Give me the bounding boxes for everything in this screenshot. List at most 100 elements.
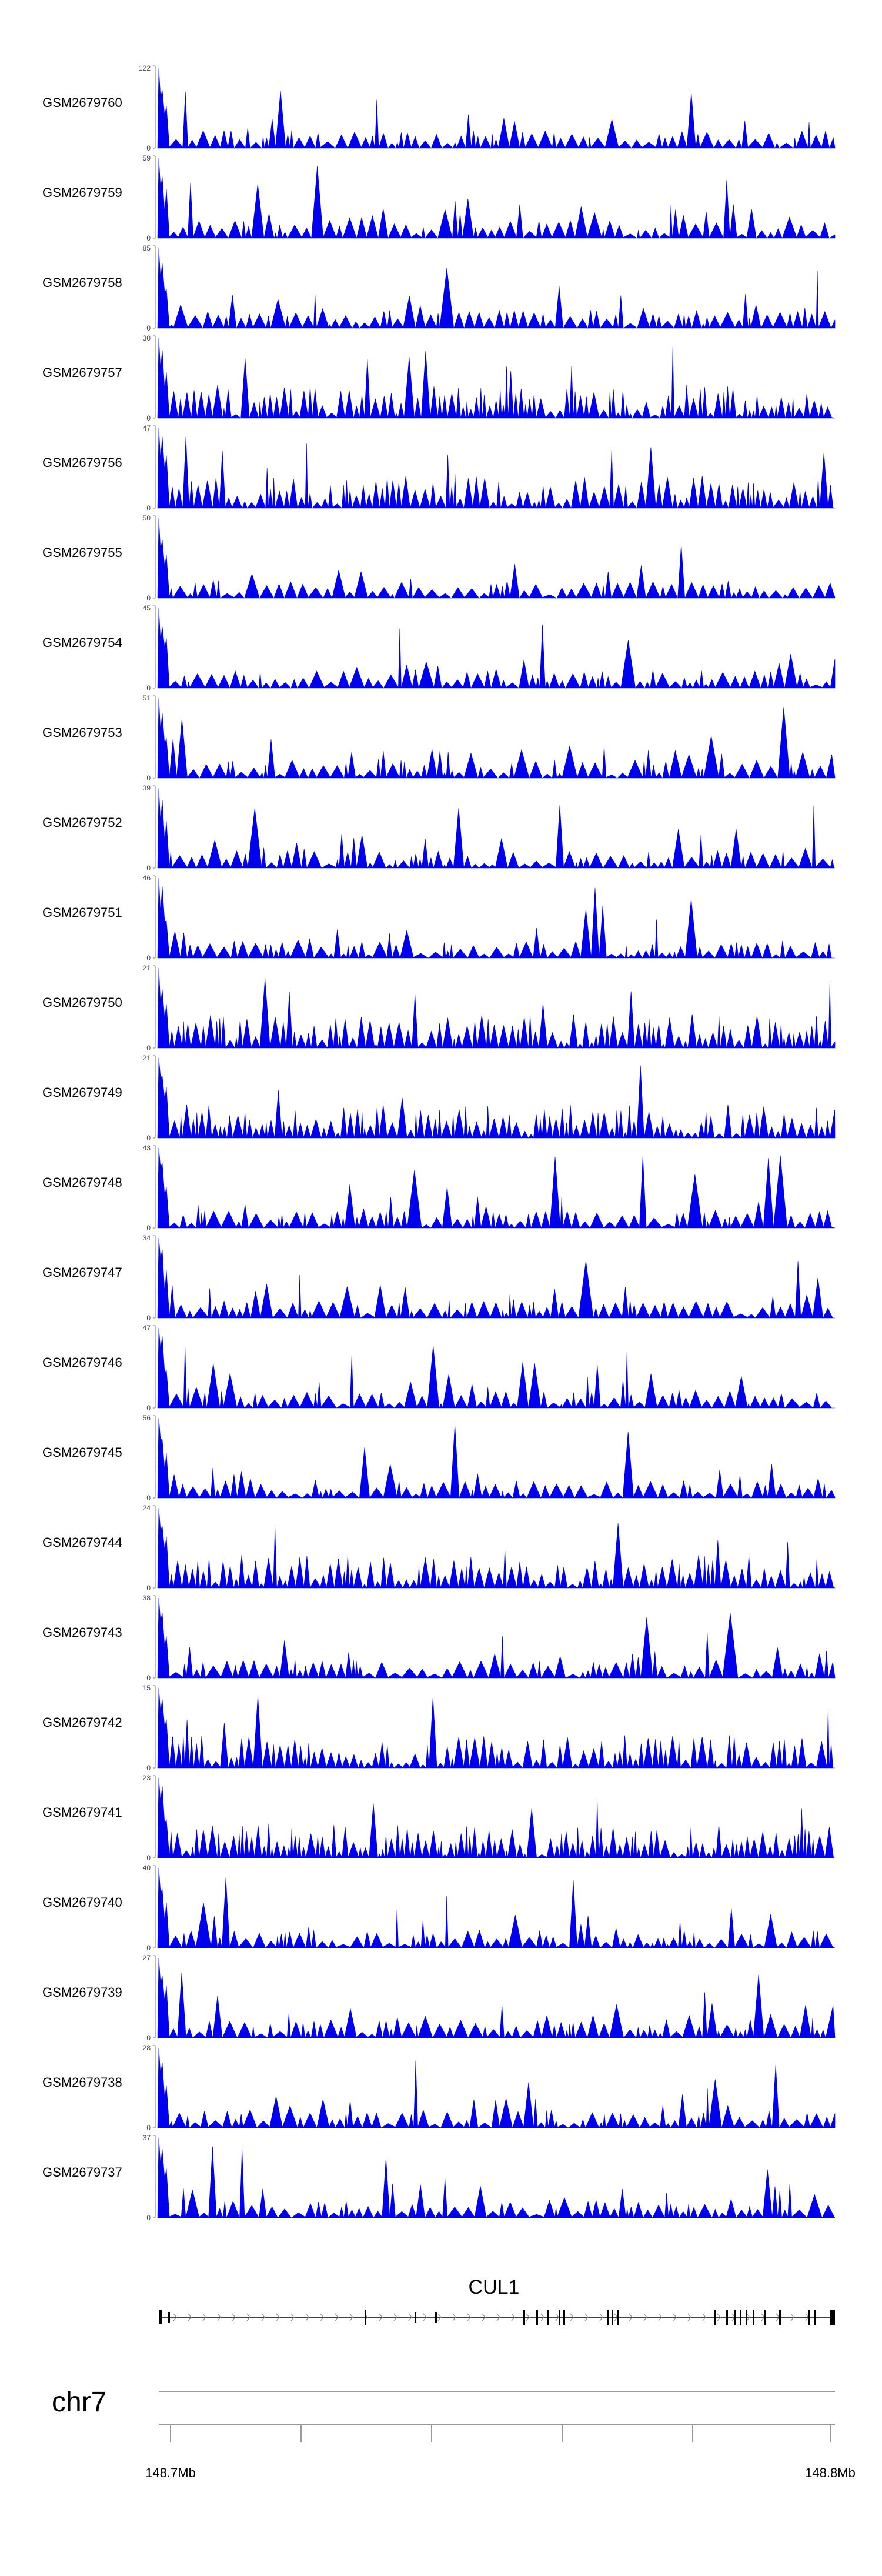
- track-label: GSM2679741: [42, 1805, 122, 1820]
- strand-arrow-icon: [687, 2313, 691, 2321]
- chromosome-track: chr7: [52, 2387, 835, 2418]
- gene-name-label: CUL1: [469, 2276, 520, 2298]
- track-label: GSM2679757: [42, 365, 122, 380]
- strand-arrow-icon: [261, 2313, 265, 2321]
- exon-block: [808, 2310, 810, 2325]
- track-label: GSM2679742: [42, 1715, 122, 1730]
- axis-start-label: 148.7Mb: [145, 2465, 196, 2480]
- signal-area: [157, 788, 835, 869]
- exon-block: [726, 2310, 728, 2325]
- y-zero-label: 0: [146, 1044, 151, 1052]
- track-label: GSM2679739: [42, 1985, 122, 2000]
- y-zero-label: 0: [146, 684, 151, 692]
- track-label: GSM2679743: [42, 1625, 122, 1640]
- chromosome-label: chr7: [52, 2387, 106, 2418]
- axis-ticks: [170, 2425, 831, 2442]
- track-label: GSM2679746: [42, 1355, 122, 1370]
- y-max-label: 27: [143, 1954, 151, 1962]
- signal-area: [157, 2137, 836, 2219]
- y-zero-label: 0: [146, 1134, 151, 1142]
- strand-arrow-icon: [349, 2313, 353, 2321]
- track-GSM2679738: GSM2679738 28 0: [42, 2044, 836, 2132]
- y-zero-label: 0: [146, 1224, 151, 1232]
- y-max-label: 46: [143, 874, 151, 882]
- track-label: GSM2679747: [42, 1265, 122, 1280]
- track-GSM2679754: GSM2679754 45 0: [42, 604, 836, 692]
- y-zero-label: 0: [146, 1314, 151, 1322]
- track-GSM2679756: GSM2679756 47 0: [42, 424, 836, 512]
- y-max-label: 28: [143, 2044, 151, 2052]
- exon-block: [746, 2310, 747, 2325]
- y-zero-label: 0: [146, 1674, 151, 1682]
- strand-arrow-icon: [717, 2313, 721, 2321]
- track-GSM2679752: GSM2679752 39 0: [42, 784, 835, 872]
- track-label: GSM2679755: [42, 545, 122, 560]
- strand-arrow-icon: [437, 2313, 442, 2321]
- y-max-label: 34: [143, 1234, 151, 1242]
- signal-area: [157, 338, 836, 419]
- y-zero-label: 0: [146, 2214, 151, 2222]
- track-GSM2679737: GSM2679737 37 0: [42, 2134, 836, 2222]
- exon-block: [740, 2310, 741, 2325]
- y-zero-label: 0: [146, 1944, 151, 1952]
- strand-arrow-icon: [467, 2313, 471, 2321]
- strand-arrow-icon: [173, 2313, 177, 2321]
- strand-arrow-icon: [746, 2313, 750, 2321]
- track-label: GSM2679737: [42, 2165, 122, 2180]
- track-label: GSM2679760: [42, 95, 122, 110]
- y-zero-label: 0: [146, 864, 151, 872]
- strand-arrow-icon: [629, 2313, 633, 2321]
- track-GSM2679760: GSM2679760 122 0: [42, 64, 836, 152]
- strand-arrow-icon: [570, 2313, 574, 2321]
- y-zero-label: 0: [146, 1764, 151, 1772]
- strand-arrow-icon: [496, 2313, 500, 2321]
- signal-area: [157, 608, 836, 689]
- exon-block: [415, 2312, 416, 2323]
- track-label: GSM2679752: [42, 815, 122, 830]
- strand-arrow-icon: [379, 2313, 383, 2321]
- exon-block: [814, 2310, 816, 2325]
- track-label: GSM2679756: [42, 455, 122, 470]
- exon-block: [612, 2310, 613, 2325]
- y-max-label: 38: [143, 1594, 151, 1602]
- strand-arrow-icon: [452, 2313, 456, 2321]
- signal-area: [157, 1957, 836, 2039]
- exon-block: [563, 2310, 565, 2325]
- y-max-label: 45: [143, 604, 151, 612]
- signal-area: [157, 518, 836, 599]
- strand-arrow-icon: [393, 2313, 397, 2321]
- y-zero-label: 0: [146, 414, 151, 422]
- exon-block: [764, 2310, 766, 2325]
- y-zero-label: 0: [146, 594, 151, 602]
- track-label: GSM2679749: [42, 1085, 122, 1100]
- exon-block: [734, 2310, 736, 2325]
- track-GSM2679757: GSM2679757 30 0: [42, 334, 836, 422]
- y-max-label: 56: [143, 1414, 151, 1422]
- exon-block: [830, 2310, 835, 2325]
- gene-exons: [159, 2310, 835, 2325]
- strand-arrow-icon: [320, 2313, 324, 2321]
- track-GSM2679742: GSM2679742 15 0: [42, 1684, 835, 1772]
- signal-area: [157, 428, 836, 509]
- exon-block: [365, 2310, 366, 2325]
- exon-block: [536, 2310, 538, 2325]
- track-label: GSM2679751: [42, 905, 122, 920]
- exon-block: [559, 2310, 560, 2325]
- track-GSM2679739: GSM2679739 27 0: [42, 1954, 836, 2042]
- track-label: GSM2679738: [42, 2075, 122, 2090]
- strand-arrow-icon: [290, 2313, 295, 2321]
- strand-arrow-icon: [599, 2313, 603, 2321]
- y-zero-label: 0: [146, 504, 151, 512]
- strand-arrow-icon: [643, 2313, 647, 2321]
- strand-arrow-icon: [658, 2313, 662, 2321]
- exon-block: [168, 2312, 170, 2323]
- signal-area: [157, 248, 836, 329]
- track-label: GSM2679754: [42, 635, 122, 650]
- y-max-label: 85: [143, 244, 151, 252]
- y-max-label: 122: [139, 64, 151, 72]
- y-zero-label: 0: [146, 1494, 151, 1502]
- y-max-label: 37: [143, 2134, 151, 2142]
- y-zero-label: 0: [146, 324, 151, 332]
- strand-arrow-icon: [790, 2313, 794, 2321]
- strand-arrow-icon: [335, 2313, 339, 2321]
